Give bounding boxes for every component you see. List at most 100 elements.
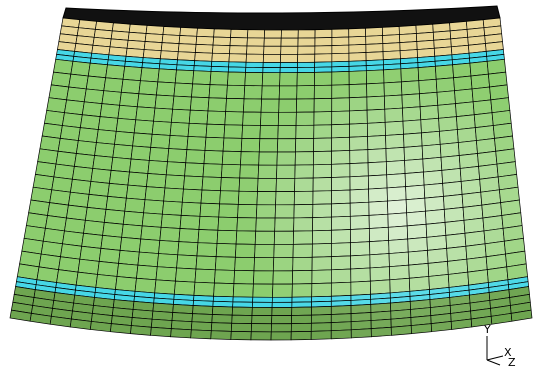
mesh-element <box>349 44 366 53</box>
mesh-element <box>349 53 366 62</box>
mesh-element <box>196 36 214 45</box>
mesh-element <box>349 110 367 124</box>
mesh-element <box>229 62 246 67</box>
mesh-element <box>238 204 257 218</box>
mesh-element <box>118 105 137 120</box>
mesh-element <box>106 65 125 80</box>
mesh-element <box>180 27 198 36</box>
mesh-element <box>191 84 210 98</box>
mesh-element <box>332 150 350 164</box>
mesh-element <box>349 97 367 111</box>
mesh-element <box>312 270 332 284</box>
mesh-element <box>438 104 457 119</box>
mesh-element <box>247 46 264 54</box>
mesh-element <box>408 250 428 265</box>
mesh-element <box>424 183 443 198</box>
mesh-element <box>263 54 280 62</box>
mesh-element <box>332 29 349 38</box>
mesh-element <box>273 271 293 284</box>
mesh-element <box>274 244 294 257</box>
mesh-element <box>202 177 221 191</box>
mesh-element <box>332 53 349 62</box>
mesh-element <box>136 265 157 280</box>
mesh-element <box>101 235 122 250</box>
mesh-element <box>215 257 235 271</box>
mesh-element <box>134 120 153 134</box>
mesh-element <box>161 214 181 228</box>
mesh-element <box>332 61 349 67</box>
mesh-element <box>422 144 441 159</box>
mesh-element <box>230 37 247 45</box>
mesh-element <box>78 259 99 274</box>
mesh-element <box>229 46 247 54</box>
mesh-element <box>389 265 409 280</box>
mesh-element <box>332 190 351 204</box>
mesh-element <box>389 252 409 267</box>
mesh-element <box>312 257 331 271</box>
mesh-element <box>403 133 422 147</box>
mesh-element <box>78 128 98 143</box>
mesh-element <box>177 255 197 269</box>
mesh-element <box>295 152 313 165</box>
mesh-element <box>210 71 228 85</box>
mesh-element <box>461 179 481 194</box>
mesh-element <box>425 209 445 224</box>
mesh-element <box>223 138 242 152</box>
mesh-element <box>474 113 493 128</box>
x-axis <box>487 356 503 360</box>
mesh-element <box>296 125 314 138</box>
mesh-element <box>145 187 165 201</box>
mesh-element <box>426 222 446 237</box>
mesh-element <box>331 229 350 243</box>
mesh-element <box>154 108 173 122</box>
mesh-element <box>240 165 259 179</box>
mesh-element <box>211 66 229 72</box>
mesh-element <box>231 29 248 37</box>
mesh-element <box>404 146 423 161</box>
mesh-element <box>58 138 78 153</box>
mesh-element <box>216 243 236 257</box>
mesh-element <box>331 243 350 257</box>
mesh-element <box>211 331 232 340</box>
mesh-element <box>351 255 370 269</box>
mesh-element <box>243 99 261 112</box>
mesh-element <box>371 327 391 337</box>
mesh-element <box>175 268 195 282</box>
mesh-element <box>462 192 482 207</box>
mesh-element <box>252 302 272 307</box>
mesh-element <box>421 131 440 146</box>
mesh-element <box>117 263 138 278</box>
mesh-element <box>491 98 510 113</box>
mesh-element <box>315 62 332 67</box>
mesh-element <box>350 123 368 137</box>
mesh-element <box>313 177 332 191</box>
mesh-element <box>368 149 386 163</box>
mesh-element <box>164 188 184 202</box>
mesh-element <box>331 330 351 339</box>
mesh-element <box>140 68 159 82</box>
mesh-element <box>227 72 245 86</box>
mesh-element <box>171 109 190 123</box>
mesh-element <box>98 117 118 132</box>
mesh-element <box>423 157 442 172</box>
mesh-element <box>460 166 479 181</box>
mesh-element <box>409 263 429 278</box>
mesh-element <box>89 181 109 196</box>
mesh-element <box>116 118 136 133</box>
mesh-element <box>214 283 234 297</box>
mesh-element <box>80 115 100 130</box>
mesh-element <box>407 224 427 239</box>
mesh-element <box>332 37 349 46</box>
mesh-element <box>291 315 311 324</box>
mesh-element <box>70 179 90 194</box>
mesh-element <box>91 168 111 183</box>
mesh-element <box>252 307 272 315</box>
mesh-element <box>454 76 472 91</box>
mesh-element <box>263 68 280 73</box>
mesh-element <box>220 191 239 205</box>
mesh-element <box>401 81 419 95</box>
mesh-element <box>387 187 406 201</box>
mesh-element <box>447 259 467 274</box>
mesh-element <box>123 66 142 80</box>
mesh-element <box>331 314 351 323</box>
